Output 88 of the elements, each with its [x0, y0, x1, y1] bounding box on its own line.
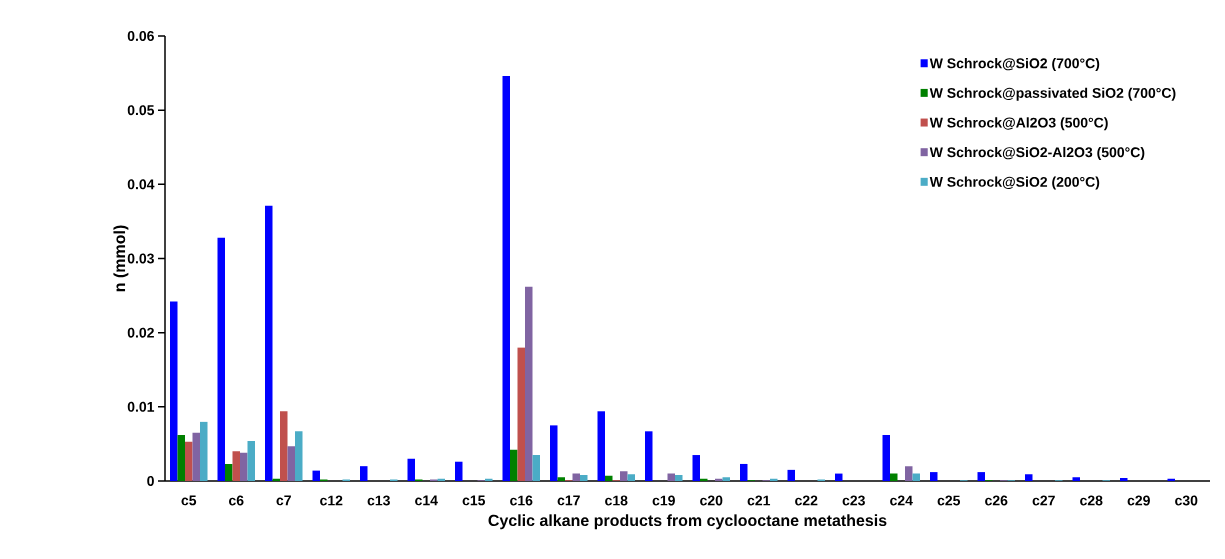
legend-label: W Schrock@passivated SiO2 (700°C)	[929, 87, 1176, 101]
bar	[787, 469, 795, 481]
legend-label: W Schrock@SiO2-Al2O3 (500°C)	[929, 146, 1145, 160]
bar	[247, 440, 255, 481]
x-tick-label: c12	[320, 495, 343, 506]
bar	[667, 473, 675, 481]
bar	[700, 478, 708, 481]
bar	[287, 446, 295, 481]
bar	[740, 463, 748, 481]
bar	[485, 478, 493, 481]
y-tick-label: 0.03	[127, 253, 154, 264]
bar	[675, 475, 683, 481]
bar	[360, 466, 368, 481]
bar	[295, 431, 303, 481]
x-tick-label: c16	[510, 495, 533, 506]
bar	[605, 475, 613, 481]
bar	[550, 425, 558, 481]
bar	[1120, 478, 1128, 481]
y-tick-label: 0.04	[127, 179, 155, 190]
bar	[455, 461, 463, 481]
x-tick-label: c29	[1127, 495, 1150, 506]
x-tick-label: c5	[181, 495, 197, 506]
x-tick-label: c26	[985, 495, 1008, 506]
x-tick-label: c28	[1080, 495, 1103, 506]
bar	[240, 452, 248, 481]
x-tick-label: c15	[462, 495, 486, 506]
bar	[580, 475, 588, 481]
x-tick-label: c21	[747, 495, 771, 506]
legend-label: W Schrock@SiO2 (700°C)	[929, 58, 1100, 72]
y-tick-label: 0.02	[127, 327, 154, 338]
bar	[1167, 478, 1175, 481]
bar	[407, 458, 415, 481]
bar	[502, 76, 510, 481]
x-tick-label: c14	[415, 495, 438, 506]
bar	[280, 411, 288, 481]
bar	[185, 441, 193, 481]
y-tick-label: 0.06	[127, 31, 154, 41]
bar	[525, 286, 533, 481]
bar	[1072, 477, 1080, 481]
y-tick-label: 0.01	[127, 401, 155, 412]
bar	[770, 478, 778, 481]
bar	[177, 435, 185, 481]
bar	[232, 451, 240, 481]
x-tick-label: c6	[229, 495, 244, 506]
x-axis-title: Cyclic alkane products from cyclooctane metathesis	[488, 514, 887, 530]
bar	[930, 472, 938, 481]
bar	[890, 473, 898, 481]
x-tick-label: c20	[700, 495, 723, 506]
bar	[192, 432, 200, 481]
x-tick-label: c18	[605, 495, 628, 506]
bar	[645, 431, 653, 481]
bar	[170, 301, 178, 481]
x-tick-label: c7	[276, 495, 291, 506]
x-tick-label: c24	[890, 495, 913, 506]
bar	[312, 470, 320, 481]
bar	[510, 449, 518, 481]
bar	[557, 477, 565, 481]
x-tick-label: c25	[937, 495, 961, 506]
y-tick-label: 0.05	[127, 105, 155, 116]
bar	[225, 463, 233, 481]
x-tick-label: c13	[367, 495, 390, 506]
x-tick-label: c22	[795, 495, 818, 506]
x-tick-label: c30	[1175, 495, 1198, 506]
bar	[597, 411, 605, 481]
x-tick-label: c23	[842, 495, 865, 506]
bar	[912, 473, 920, 481]
x-tick-label: c19	[652, 495, 675, 506]
y-tick-label: 0	[147, 476, 154, 486]
bar	[627, 474, 635, 481]
bar	[217, 237, 225, 481]
y-axis-title: n (mmol)	[113, 225, 129, 292]
x-tick-label: c27	[1032, 495, 1055, 506]
bar	[265, 205, 273, 481]
bar	[620, 471, 628, 481]
x-tick-label: c17	[557, 495, 580, 506]
bar	[715, 478, 723, 481]
bar	[882, 435, 890, 481]
bar	[977, 472, 985, 481]
bar	[722, 477, 730, 481]
bar	[532, 455, 540, 481]
bar	[517, 347, 525, 481]
legend-label: W Schrock@SiO2 (200°C)	[929, 176, 1100, 190]
bar	[572, 473, 580, 481]
bar	[200, 421, 208, 481]
legend-label: W Schrock@Al2O3 (500°C)	[929, 117, 1108, 131]
bar	[692, 455, 700, 481]
bar	[1025, 474, 1033, 481]
bar	[905, 466, 913, 481]
